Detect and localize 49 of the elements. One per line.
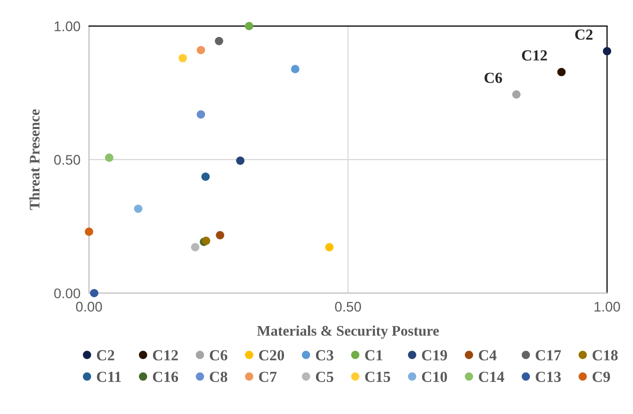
x-tick-label: 0.50 — [335, 302, 361, 312]
annotation: C12 — [522, 50, 547, 61]
point — [291, 64, 300, 74]
point — [236, 156, 244, 165]
x-axis-title: Materials & Security Posture — [257, 326, 439, 339]
y-tick-label: 0.00 — [54, 288, 80, 298]
y-axis-title: Threat Presence — [29, 109, 40, 210]
point — [325, 243, 334, 252]
point — [134, 204, 142, 213]
point — [191, 243, 200, 252]
x-tick-label: 1.00 — [594, 302, 620, 312]
point — [602, 47, 612, 56]
legend-label: C13 — [536, 372, 561, 382]
point — [178, 54, 187, 62]
legend-label: C14 — [478, 372, 504, 382]
point — [512, 90, 521, 99]
point — [244, 22, 254, 30]
legend-label: C19 — [422, 350, 448, 360]
annotation: C6 — [484, 72, 502, 84]
point — [196, 46, 206, 54]
legend-label: C9 — [592, 372, 610, 382]
legend-label: C5 — [316, 372, 334, 382]
legend-label: C20 — [259, 350, 284, 360]
legend-label: C17 — [536, 350, 561, 360]
point — [201, 172, 210, 181]
legend-label: C15 — [365, 372, 390, 382]
point — [216, 231, 224, 240]
point — [557, 68, 566, 76]
point — [84, 228, 94, 236]
annotation: C2 — [575, 29, 592, 40]
legend-label: C11 — [96, 372, 121, 382]
legend-label: C18 — [592, 350, 618, 360]
legend-label: C3 — [316, 350, 334, 360]
legend-label: C8 — [210, 372, 228, 382]
legend-label: C1 — [365, 350, 382, 360]
legend-label: C4 — [478, 350, 497, 360]
y-tick-label: 1.00 — [54, 21, 80, 32]
legend-label: C6 — [210, 350, 228, 360]
point — [105, 154, 114, 162]
y-tick-label: 0.50 — [54, 154, 80, 165]
x-tick-label: 0.00 — [76, 302, 102, 312]
legend-label: C16 — [152, 372, 178, 382]
legend-label: C12 — [152, 350, 178, 360]
legend-label: C7 — [259, 372, 277, 382]
point — [196, 110, 206, 119]
point — [214, 36, 224, 46]
point — [90, 288, 98, 298]
legend-label: C2 — [96, 350, 114, 360]
legend-label: C10 — [422, 372, 448, 382]
